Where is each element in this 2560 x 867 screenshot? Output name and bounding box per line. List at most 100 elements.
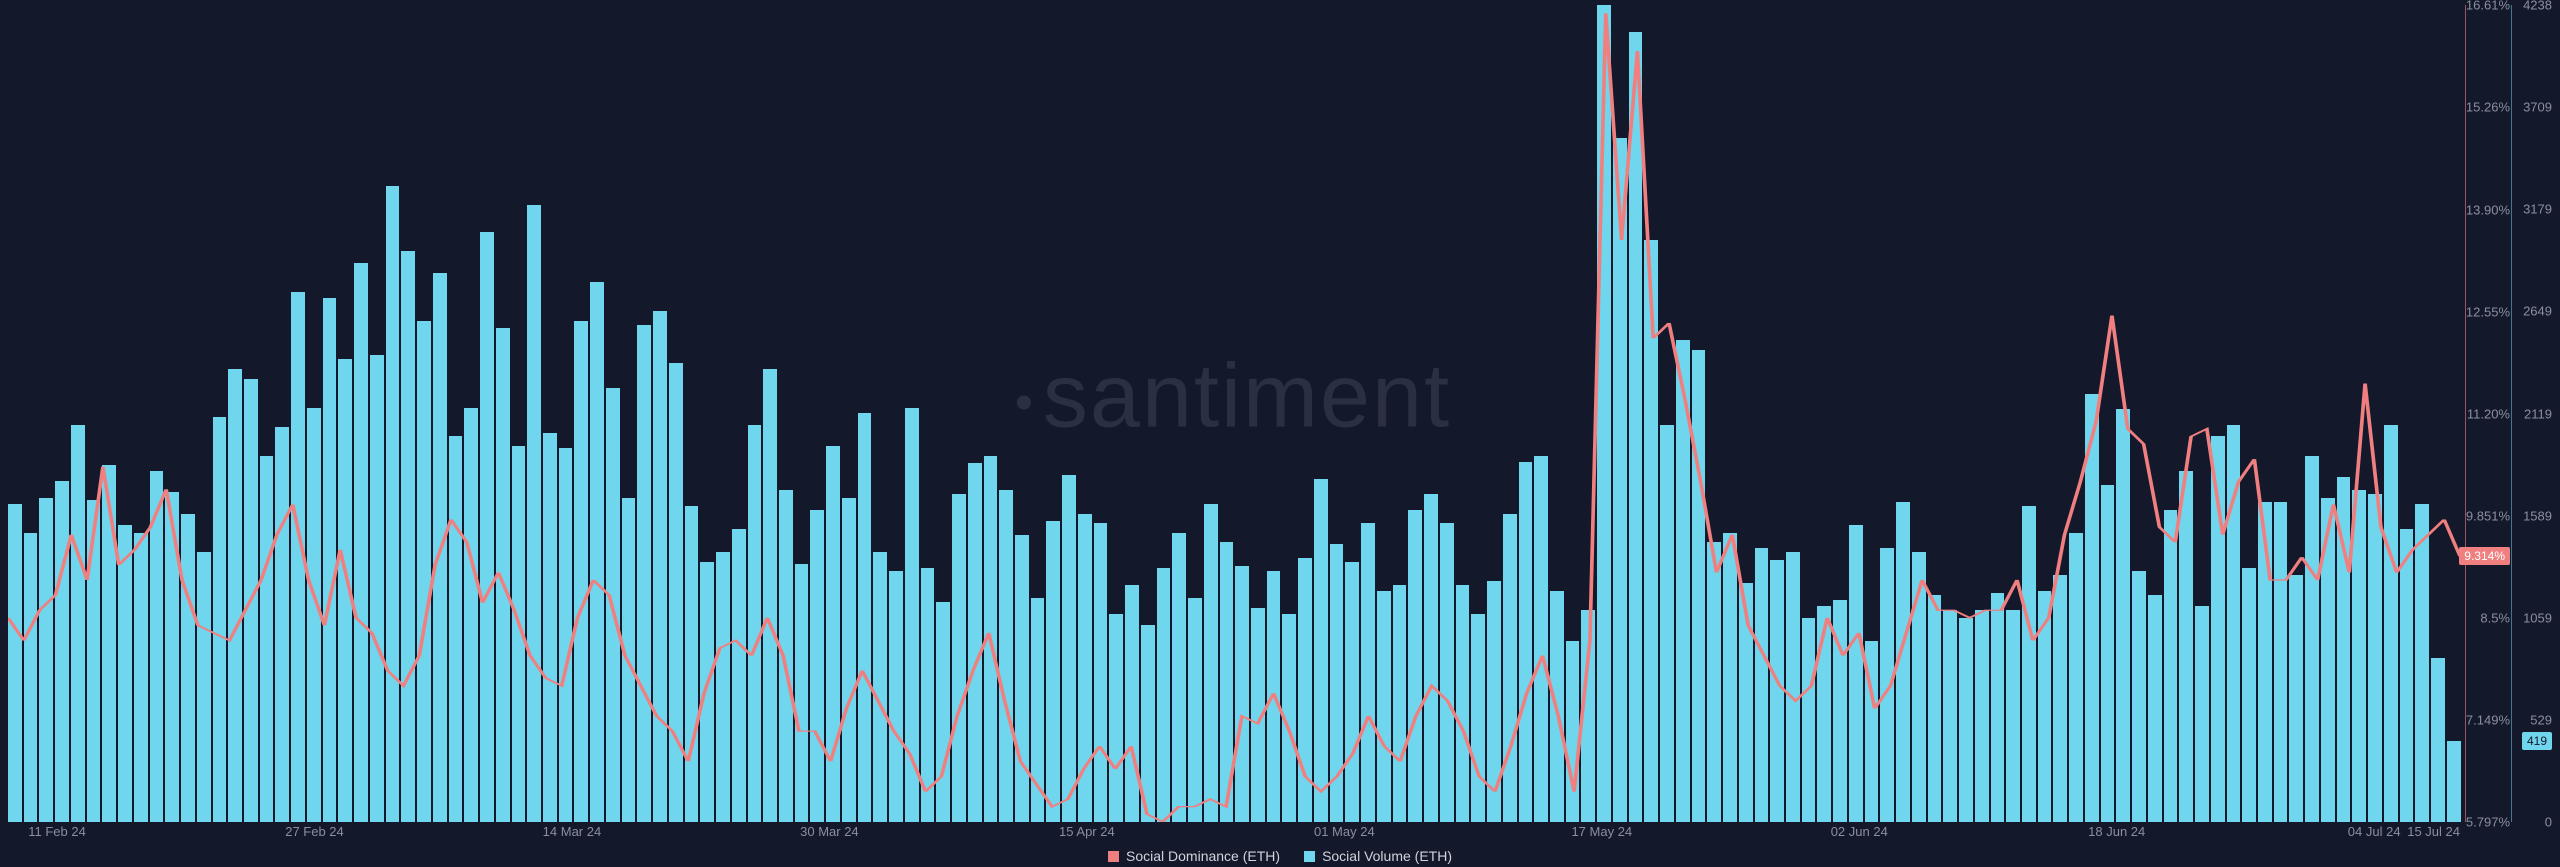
bar [795, 564, 809, 822]
bar [1141, 625, 1155, 822]
bar [810, 510, 824, 822]
x-tick: 15 Apr 24 [1059, 824, 1115, 839]
bar [1078, 514, 1092, 822]
x-tick: 17 May 24 [1571, 824, 1632, 839]
x-tick: 02 Jun 24 [1831, 824, 1888, 839]
bar [2352, 490, 2366, 822]
bar [685, 506, 699, 822]
bar [291, 292, 305, 822]
bar [197, 552, 211, 822]
bar [1487, 581, 1501, 822]
bar [1345, 562, 1359, 822]
chart-container: santiment 5.797%7.149%8.5%9.851%11.20%12… [0, 0, 2560, 867]
bar [1031, 598, 1045, 822]
bar [559, 448, 573, 822]
bar [1880, 548, 1894, 822]
bar [968, 463, 982, 822]
bar [1550, 591, 1564, 822]
bar [1534, 456, 1548, 822]
bar [354, 263, 368, 822]
bar [1235, 566, 1249, 822]
bar [1393, 585, 1407, 822]
bar [8, 504, 22, 822]
bar [1282, 614, 1296, 822]
x-tick: 01 May 24 [1314, 824, 1375, 839]
bar [87, 500, 101, 822]
y-tick-dominance: 5.797% [2466, 815, 2510, 830]
bar [606, 388, 620, 822]
bar [2274, 502, 2288, 822]
legend-swatch-volume [1304, 851, 1315, 862]
y-tick-volume: 1589 [2523, 508, 2552, 523]
bar [2069, 533, 2083, 822]
bar [1959, 618, 1973, 822]
bar [779, 490, 793, 822]
bar [543, 433, 557, 822]
bar [228, 369, 242, 822]
legend-item-dominance: Social Dominance (ETH) [1108, 848, 1280, 864]
bar [700, 562, 714, 822]
bar [1298, 558, 1312, 822]
bar [1503, 514, 1517, 822]
bar [1188, 598, 1202, 822]
bar [386, 186, 400, 822]
bar [527, 205, 541, 822]
y-tick-dominance: 8.5% [2480, 610, 2510, 625]
bar [2211, 436, 2225, 822]
bar [669, 363, 683, 822]
y-tick-dominance: 11.20% [2467, 406, 2510, 421]
y-tick-volume: 2649 [2523, 304, 2552, 319]
bar [1802, 618, 1816, 822]
bar [1519, 462, 1533, 822]
y-tick-volume: 3179 [2523, 202, 2552, 217]
y-tick-dominance: 13.90% [2466, 202, 2510, 217]
bar [1566, 641, 1580, 822]
bar [338, 359, 352, 822]
bar [763, 369, 777, 822]
bar [590, 282, 604, 822]
bar [480, 232, 494, 822]
bar [1849, 525, 1863, 822]
bar [1975, 610, 1989, 822]
bar [2447, 741, 2461, 822]
bar [1865, 641, 1879, 822]
bar [213, 417, 227, 822]
bar [2164, 510, 2178, 822]
bar [323, 298, 337, 822]
bar [2148, 595, 2162, 822]
bar [905, 408, 919, 822]
bar [1361, 523, 1375, 822]
bar [1204, 504, 1218, 822]
bar [165, 492, 179, 822]
bar [858, 413, 872, 822]
bar [1440, 523, 1454, 822]
bar [1928, 595, 1942, 822]
x-axis: 11 Feb 2427 Feb 2414 Mar 2430 Mar 2415 A… [8, 824, 2460, 840]
bar [2101, 485, 2115, 822]
bar [1330, 544, 1344, 822]
y-axis-dominance: 5.797%7.149%8.5%9.851%11.20%12.55%13.90%… [2468, 5, 2510, 822]
bar [622, 498, 636, 822]
bar [118, 525, 132, 822]
bar [1991, 593, 2005, 822]
y-axis-volume: 05291059158921192649317937094238 [2516, 5, 2552, 822]
bar [999, 490, 1013, 822]
bar [134, 533, 148, 822]
bar [150, 471, 164, 822]
bar [24, 533, 38, 822]
bar [2179, 471, 2193, 822]
bar [71, 425, 85, 822]
bar [984, 456, 998, 822]
bar [2305, 456, 2319, 822]
bar [1723, 533, 1737, 822]
bar [244, 379, 258, 822]
bar [2258, 502, 2272, 822]
y-tick-volume: 1059 [2523, 610, 2552, 625]
x-tick: 04 Jul 24 [2348, 824, 2401, 839]
bar [2053, 575, 2067, 822]
bar [260, 456, 274, 822]
y-tick-volume: 529 [2530, 713, 2552, 728]
legend-swatch-dominance [1108, 851, 1119, 862]
bar [1267, 571, 1281, 822]
bar [653, 311, 667, 822]
